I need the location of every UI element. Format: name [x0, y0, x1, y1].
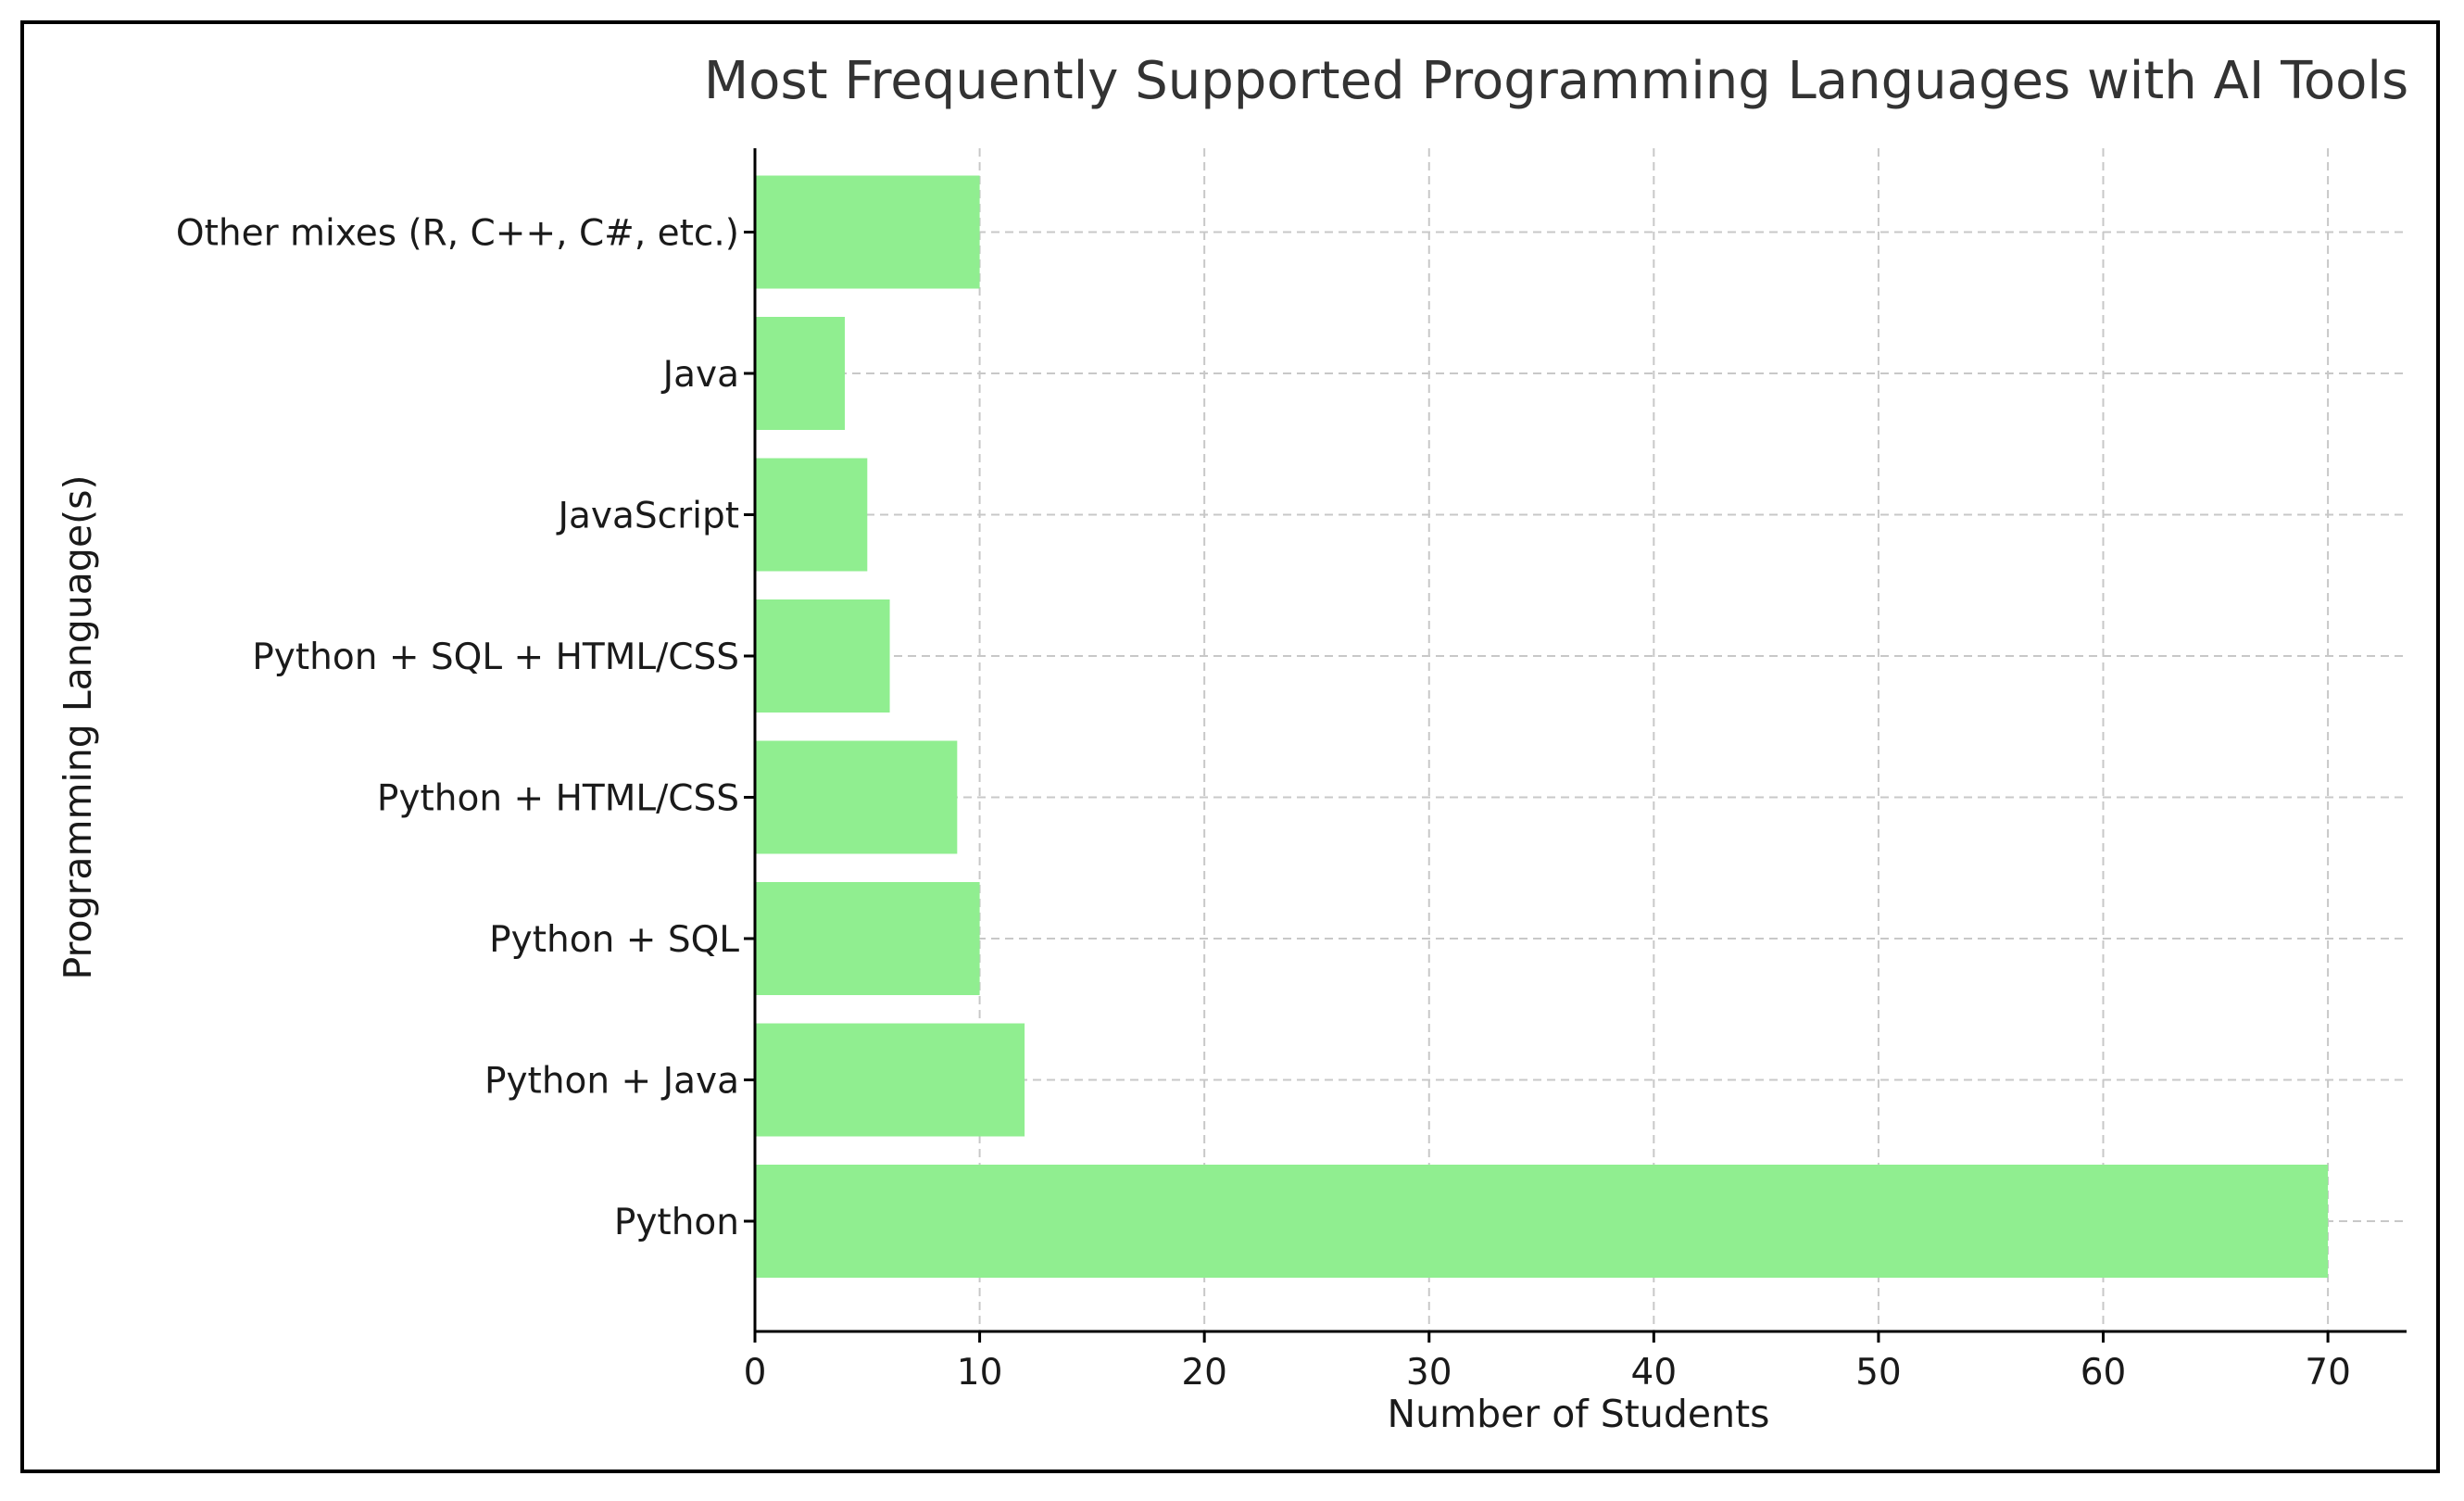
x-tick-label-30: 30	[1406, 1352, 1452, 1394]
y-axis-title: Programming Language(s)	[56, 474, 100, 979]
bar-python-sql-html-css	[755, 599, 890, 713]
x-tick-label-10: 10	[957, 1352, 1003, 1394]
chart-title: Most Frequently Supported Programming La…	[704, 51, 2408, 111]
x-axis-title: Number of Students	[1387, 1392, 1769, 1436]
bar-python-sql	[755, 882, 980, 995]
y-tick-label-5: JavaScript	[556, 496, 740, 537]
y-tick-label-7: Other mixes (R, C++, C#, etc.)	[176, 213, 739, 255]
y-tick-label-3: Python + HTML/CSS	[377, 778, 739, 820]
x-tick-label-50: 50	[1855, 1352, 1902, 1394]
bar-other-mixes-r-c-c-etc	[755, 175, 980, 289]
bar-python-java	[755, 1023, 1025, 1137]
bar-java	[755, 317, 846, 430]
y-tick-label-4: Python + SQL + HTML/CSS	[252, 637, 739, 678]
x-tick-label-20: 20	[1181, 1352, 1227, 1394]
y-tick-label-2: Python + SQL	[489, 919, 739, 961]
axes	[744, 148, 2407, 1343]
grid-lines	[754, 148, 2407, 1331]
bar-python-html-css	[755, 740, 958, 854]
y-tick-label-0: Python	[614, 1202, 739, 1243]
x-tick-label-0: 0	[744, 1352, 767, 1394]
tick-labels: 0 10 20 30 40 50 60 70 Python Python + Java Python…	[176, 213, 2351, 1394]
bar-python	[755, 1165, 2329, 1278]
y-tick-label-6: Java	[660, 354, 739, 396]
x-tick-label-70: 70	[2305, 1352, 2351, 1394]
x-tick-label-40: 40	[1631, 1352, 1678, 1394]
bar-javascript	[755, 458, 868, 572]
y-tick-label-1: Python + Java	[484, 1061, 739, 1103]
x-tick-label-60: 60	[2081, 1352, 2127, 1394]
bars	[755, 175, 2329, 1278]
